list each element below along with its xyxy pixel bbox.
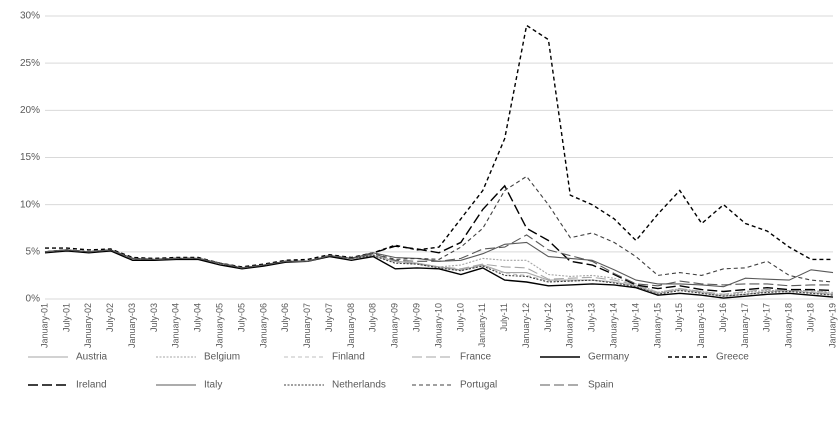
x-tick-label: January-08 — [346, 303, 356, 348]
x-tick-label: January-18 — [784, 303, 794, 348]
legend-label: Germany — [588, 352, 629, 363]
x-tick-label: July-06 — [280, 303, 290, 332]
x-tick-label: July-13 — [587, 303, 597, 332]
x-tick-label: July-08 — [368, 303, 378, 332]
x-tick-label: January-11 — [477, 303, 487, 347]
legend-label: Belgium — [204, 352, 240, 363]
legend-label: Greece — [716, 352, 749, 363]
legend-label: Ireland — [76, 380, 107, 391]
y-tick-label: 20% — [20, 105, 40, 116]
y-tick-label: 10% — [20, 199, 40, 210]
x-tick-label: July-11 — [499, 303, 509, 331]
x-tick-label: January-07 — [302, 303, 312, 348]
x-tick-label: January-15 — [652, 303, 662, 348]
x-tick-label: January-14 — [608, 303, 618, 348]
x-tick-label: July-02 — [105, 303, 115, 332]
legend-label: Finland — [332, 352, 365, 363]
legend-label: Austria — [76, 352, 108, 363]
x-tick-label: January-17 — [740, 303, 750, 348]
legend-label: Portugal — [460, 380, 497, 391]
x-tick-label: July-18 — [805, 303, 815, 332]
legend-label: Spain — [588, 380, 614, 391]
x-tick-label: July-14 — [630, 303, 640, 332]
series-line — [45, 24, 833, 268]
y-tick-label: 15% — [20, 152, 40, 163]
series-line — [44, 249, 834, 297]
x-tick-label: July-16 — [718, 303, 728, 332]
x-tick-label: January-06 — [258, 303, 268, 348]
x-tick-label: July-01 — [61, 303, 71, 332]
series-line — [44, 250, 834, 299]
x-tick-label: January-13 — [565, 303, 575, 348]
x-tick-label: January-09 — [390, 303, 400, 348]
x-tick-label: January-12 — [521, 303, 531, 348]
x-tick-label: July-09 — [411, 303, 421, 332]
y-tick-label: 0% — [26, 294, 41, 305]
x-tick-label: January-16 — [696, 303, 706, 348]
x-tick-label: July-12 — [543, 303, 553, 332]
x-tick-label: January-19 — [827, 303, 837, 348]
x-tick-label: January-04 — [171, 303, 181, 348]
x-tick-label: January-02 — [83, 303, 93, 348]
series-line — [44, 249, 834, 296]
series-line — [44, 249, 834, 295]
x-tick-label: July-07 — [324, 303, 334, 332]
series-line — [44, 249, 834, 297]
y-tick-label: 30% — [20, 11, 40, 22]
series-line — [44, 241, 834, 288]
legend-label: Italy — [204, 380, 222, 391]
x-tick-label: January-01 — [39, 303, 49, 348]
series-line — [44, 184, 834, 293]
series-line — [44, 234, 833, 287]
y-tick-label: 25% — [20, 58, 40, 69]
legend-label: Netherlands — [332, 380, 386, 391]
x-tick-label: January-03 — [127, 303, 137, 348]
y-tick-label: 5% — [26, 246, 41, 257]
x-tick-label: July-04 — [193, 303, 203, 332]
x-tick-label: July-05 — [236, 303, 246, 332]
x-tick-label: July-10 — [455, 303, 465, 332]
series-line — [44, 249, 834, 297]
x-tick-label: January-10 — [433, 303, 443, 348]
x-tick-label: July-03 — [149, 303, 159, 332]
legend-label: France — [460, 352, 492, 363]
x-tick-label: July-17 — [762, 303, 772, 332]
x-tick-label: January-05 — [214, 303, 224, 348]
x-tick-label: July-15 — [674, 303, 684, 332]
series-line — [44, 175, 834, 283]
